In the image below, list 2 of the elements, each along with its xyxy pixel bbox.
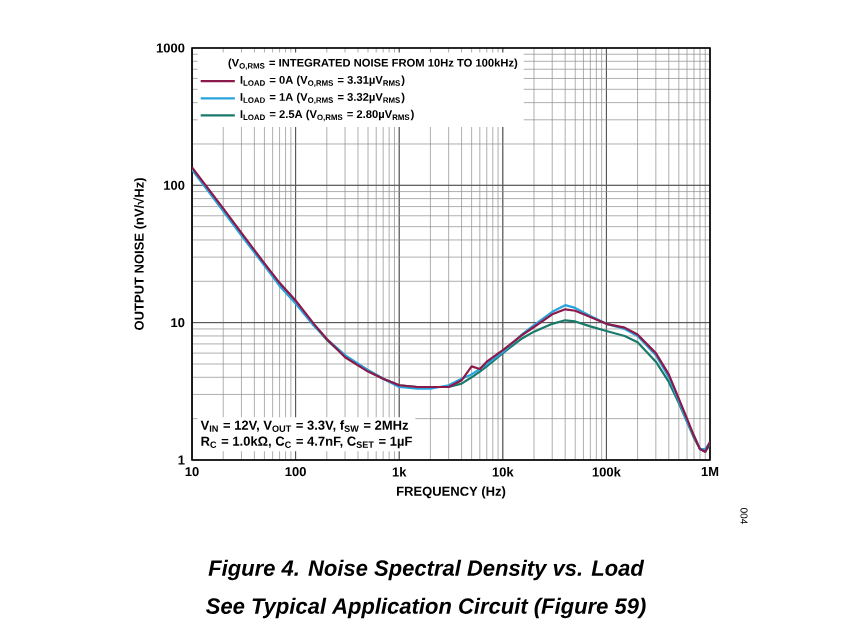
text: See Typical Application Circuit (Figure 59) (206, 597, 646, 619)
text: Figure 4. Noise Spectral Density vs. Load (208, 559, 645, 581)
